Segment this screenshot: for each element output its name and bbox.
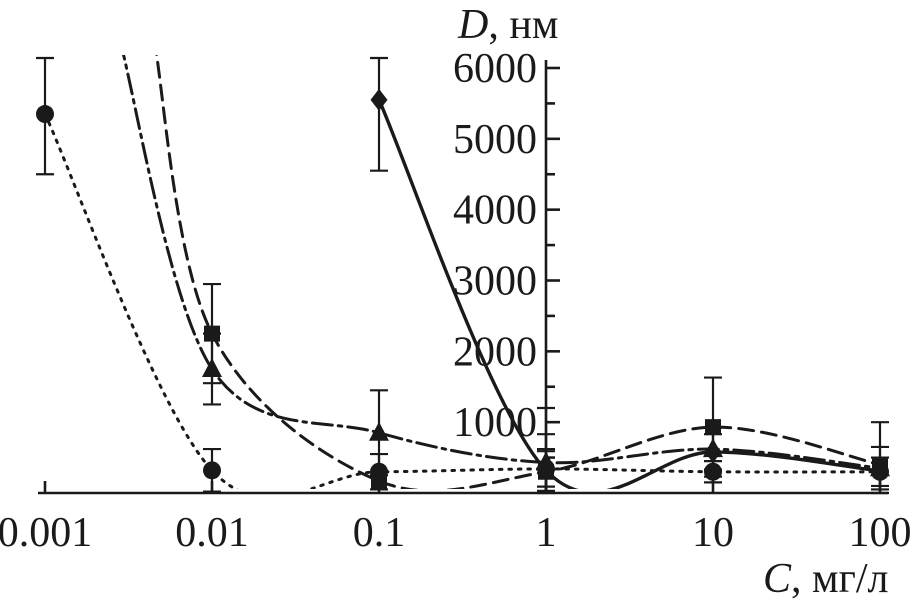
y-tick-label: 2000 — [453, 329, 537, 375]
x-tick-label: 10 — [692, 510, 734, 556]
square-marker — [371, 472, 387, 489]
x-axis-unit: , мг/л — [791, 556, 889, 602]
square-marker — [204, 325, 220, 342]
x-tick-label: 0.01 — [175, 510, 249, 556]
square-marker — [705, 419, 721, 436]
diamond-marker — [537, 459, 555, 482]
series-diamond-solid-curve — [377, 98, 882, 489]
diamond-marker — [704, 440, 722, 463]
diamond-marker — [370, 88, 388, 111]
x-tick-label: 1 — [536, 510, 557, 556]
circle-marker — [36, 105, 54, 124]
series-square-dashed-curve — [155, 55, 882, 489]
axes: 0.001 0.01 0.1 1 10 1001000200030004000500060… — [0, 46, 912, 556]
circle-marker — [203, 461, 221, 480]
x-axis-variable: C — [763, 556, 792, 602]
y-tick-label: 5000 — [453, 117, 537, 163]
series-circle-dotted-curve — [43, 112, 882, 489]
x-tick-label: 100 — [849, 510, 912, 556]
y-tick-label: 4000 — [453, 188, 537, 234]
y-tick-label: 6000 — [453, 46, 537, 92]
y-axis-title: D, нм — [458, 2, 558, 48]
triangle-marker — [202, 358, 222, 378]
diamond-marker — [871, 460, 889, 483]
y-tick-label: 3000 — [453, 259, 537, 305]
triangle-marker — [369, 421, 389, 441]
y-axis-variable: D — [458, 2, 489, 48]
x-tick-label: 0.1 — [353, 510, 406, 556]
series-markers — [36, 88, 890, 489]
x-tick-label: 0.001 — [0, 510, 92, 556]
x-axis-title: C, мг/л — [763, 556, 888, 602]
circle-marker — [704, 462, 722, 481]
y-axis-unit: , нм — [488, 2, 559, 48]
